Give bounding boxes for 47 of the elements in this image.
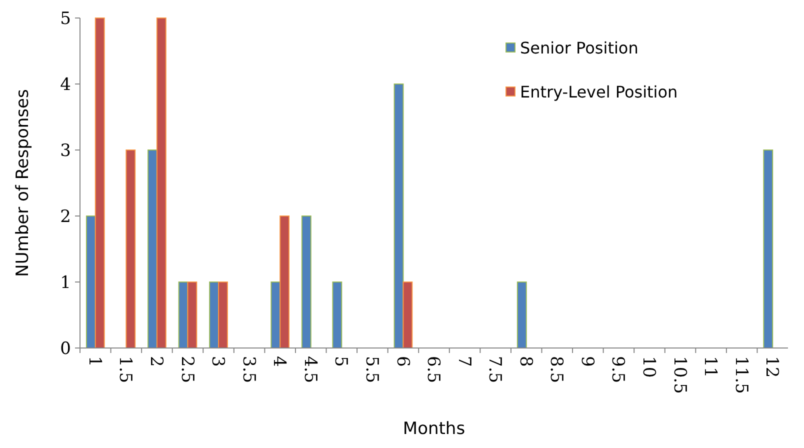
x-tick-label: 11 [700, 356, 720, 378]
bar [301, 216, 312, 348]
legend-label: Senior Position [520, 38, 638, 58]
x-tick-label: 10 [638, 356, 659, 378]
bar [94, 18, 105, 348]
bar [156, 18, 166, 348]
bar [218, 282, 228, 348]
x-tick-label: 6.5 [423, 356, 444, 384]
x-tick-label: 8.5 [546, 356, 566, 384]
x-tick-label: 8 [515, 356, 536, 367]
x-tick-label: 7 [454, 356, 474, 367]
bar [763, 150, 774, 348]
y-tick-label: 2 [60, 206, 71, 227]
x-tick-label: 3 [208, 356, 228, 367]
x-tick-label: 12 [762, 356, 782, 378]
x-tick-label: 5.5 [361, 356, 382, 384]
bar [86, 216, 96, 348]
x-tick-label: 10.5 [669, 356, 690, 394]
y-tick-label: 5 [60, 8, 71, 29]
bar [148, 150, 158, 348]
bar [402, 282, 413, 348]
x-tick-label: 6 [392, 356, 412, 367]
bar [332, 282, 342, 348]
x-tick-label: 4.5 [300, 356, 320, 384]
x-tick-label: 1 [84, 356, 104, 367]
y-tick-label: 0 [60, 338, 71, 359]
bar [394, 84, 404, 348]
y-tick-label: 1 [60, 272, 71, 293]
x-axis-title: Months [402, 419, 466, 439]
x-tick-label: 9.5 [608, 356, 628, 384]
x-tick-label: 3.5 [238, 356, 258, 384]
x-tick-label: 2 [146, 356, 166, 367]
x-tick-label: 7.5 [484, 356, 505, 384]
x-tick-label: 2.5 [176, 356, 197, 384]
bar [280, 216, 290, 348]
x-tick-label: 4 [269, 356, 290, 367]
legend-label: Entry-Level Position [520, 82, 678, 102]
y-tick-label: 3 [60, 140, 71, 161]
y-tick-label: 4 [60, 74, 71, 95]
bar [126, 150, 136, 348]
x-tick-label: 1.5 [115, 356, 136, 384]
bar [187, 282, 198, 348]
bar [516, 282, 527, 348]
y-axis-title: NUmber of Responses [13, 89, 33, 277]
x-tick-label: 5 [330, 356, 351, 367]
x-tick-label: 11.5 [730, 356, 751, 394]
x-tick-label: 9 [576, 356, 597, 367]
